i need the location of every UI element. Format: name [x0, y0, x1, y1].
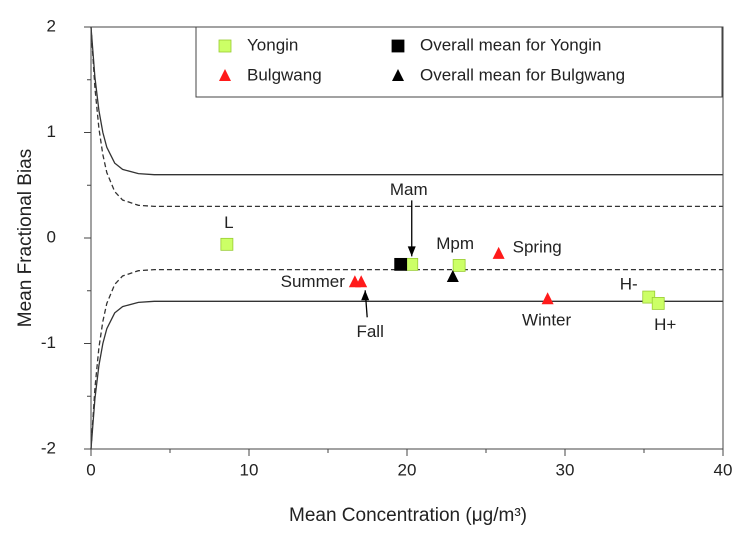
y-tick-label: -2: [41, 438, 56, 457]
marker-triangle: [492, 246, 505, 259]
legend-marker: [219, 69, 231, 81]
y-tick-label: 1: [47, 122, 56, 141]
marker-triangle: [446, 270, 459, 283]
reference-curve: [90, 26, 723, 176]
point-label: Fall: [356, 322, 383, 341]
x-axis-title: Mean Concentration (μg/m³): [289, 505, 527, 526]
point-label: H+: [654, 315, 676, 334]
marker-square: [220, 237, 234, 251]
point-label: Summer: [281, 272, 346, 291]
point-label: Spring: [513, 237, 562, 256]
point-label: H-: [620, 275, 638, 294]
y-axis-title: Mean Fractional Bias: [15, 149, 36, 327]
marker-square: [651, 297, 665, 310]
legend-label: Yongin: [247, 35, 298, 54]
point-label: Winter: [522, 311, 571, 330]
marker-triangle: [541, 292, 554, 305]
point-label: Mpm: [436, 234, 474, 253]
marker-square: [394, 257, 408, 271]
legend-marker: [391, 39, 405, 53]
marker-square: [452, 259, 466, 272]
marker-square: [405, 257, 419, 271]
arrow-head: [361, 290, 370, 301]
reference-curve: [90, 26, 723, 207]
x-tick-label: 30: [556, 460, 575, 479]
marker-triangle: [355, 275, 368, 288]
legend-label: Overall mean for Yongin: [420, 35, 601, 54]
y-tick-label: -1: [41, 333, 56, 352]
point-label: Mam: [390, 180, 428, 199]
x-tick-label: 0: [86, 460, 95, 479]
reference-curve: [90, 269, 723, 450]
legend-label: Bulgwang: [247, 65, 322, 84]
legend-marker: [218, 39, 232, 53]
point-label: L: [224, 213, 233, 232]
legend-marker: [392, 69, 404, 81]
y-tick-label: 2: [47, 16, 56, 35]
arrow-head: [407, 246, 416, 257]
legend-label: Overall mean for Bulgwang: [420, 65, 625, 84]
reference-curve: [90, 300, 723, 450]
legend-box: [195, 26, 723, 98]
y-tick-label: 0: [47, 227, 56, 246]
x-tick-label: 20: [398, 460, 417, 479]
x-tick-label: 10: [240, 460, 259, 479]
x-tick-label: 40: [714, 460, 733, 479]
